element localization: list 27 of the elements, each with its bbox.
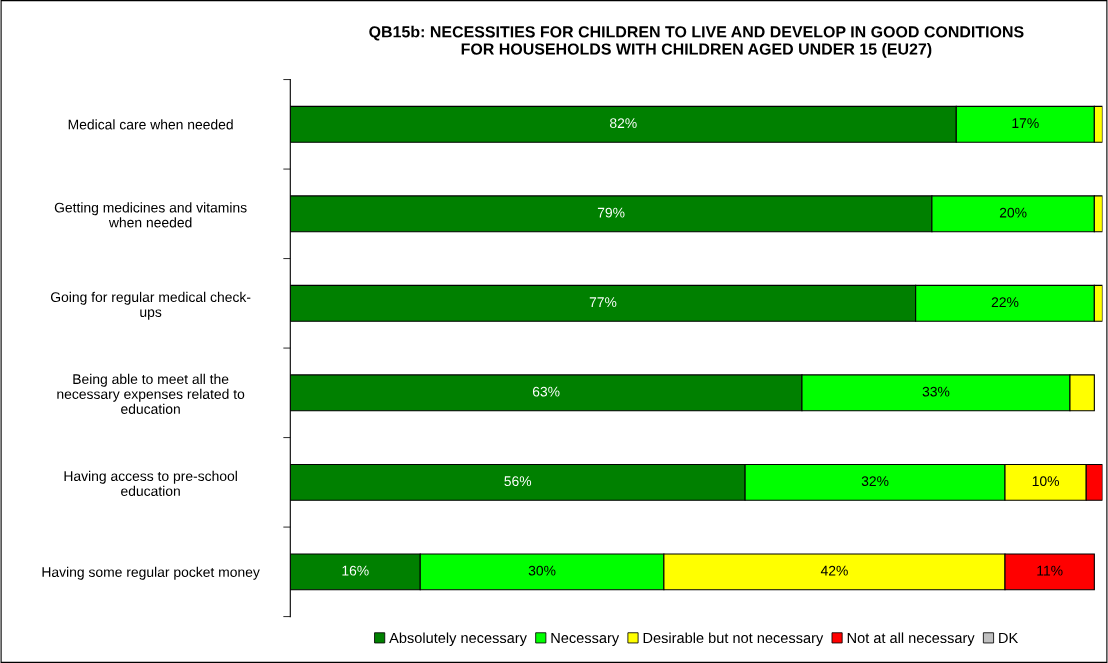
data-label: 42%	[820, 565, 848, 576]
y-tick-label: Getting medicines and vitamins when needed	[54, 202, 247, 228]
data-label: 33%	[922, 386, 950, 397]
data-label: 63%	[532, 386, 560, 397]
data-label: 79%	[597, 207, 625, 218]
y-tick-label: Medical care when needed	[68, 119, 233, 130]
legend-label: Absolutely necessary	[389, 632, 527, 646]
data-label: 82%	[609, 118, 637, 129]
legend-label: DK	[999, 632, 1019, 643]
y-tick-label: Having access to pre-school education	[64, 470, 237, 496]
y-tick-label: Going for regular medical check- ups	[50, 291, 251, 320]
data-label: 17%	[1012, 118, 1039, 128]
legend-label: Necessary	[551, 632, 620, 646]
data-label: 16%	[342, 565, 369, 576]
legend-label: Desirable but not necessary	[643, 632, 824, 646]
data-label: 77%	[589, 297, 617, 307]
y-tick-label: Having some regular pocket money	[42, 566, 260, 580]
data-label: 22%	[991, 297, 1019, 307]
legend-label: Not at all necessary	[847, 632, 975, 646]
chart-title: QB15b: NECESSITIES FOR CHILDREN TO LIVE AND DEVELOP IN GOOD CONDITIONS FOR HOUSEHOLDS WITH CHILDREN AGED UNDER 15 (EU27)	[369, 25, 1024, 58]
data-label: 32%	[861, 476, 889, 487]
data-label: 56%	[504, 476, 532, 487]
y-tick-label: Being able to meet all the necessary expenses related to education	[57, 373, 245, 414]
data-label: 30%	[528, 565, 556, 576]
data-label: 20%	[999, 207, 1027, 218]
data-label: 11%	[1037, 565, 1063, 576]
data-label: 10%	[1032, 476, 1060, 487]
